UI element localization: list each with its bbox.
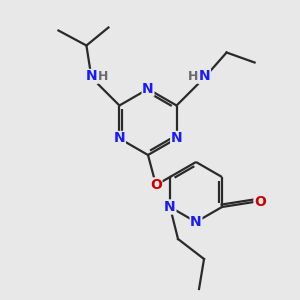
Text: N: N (171, 131, 182, 146)
Text: O: O (150, 178, 162, 192)
Text: N: N (190, 215, 202, 229)
Text: O: O (254, 195, 266, 209)
Text: N: N (164, 200, 176, 214)
Text: H: H (188, 70, 198, 83)
Text: N: N (85, 70, 97, 83)
Text: N: N (114, 131, 125, 146)
Text: N: N (142, 82, 154, 96)
Text: N: N (199, 70, 210, 83)
Text: H: H (98, 70, 109, 83)
